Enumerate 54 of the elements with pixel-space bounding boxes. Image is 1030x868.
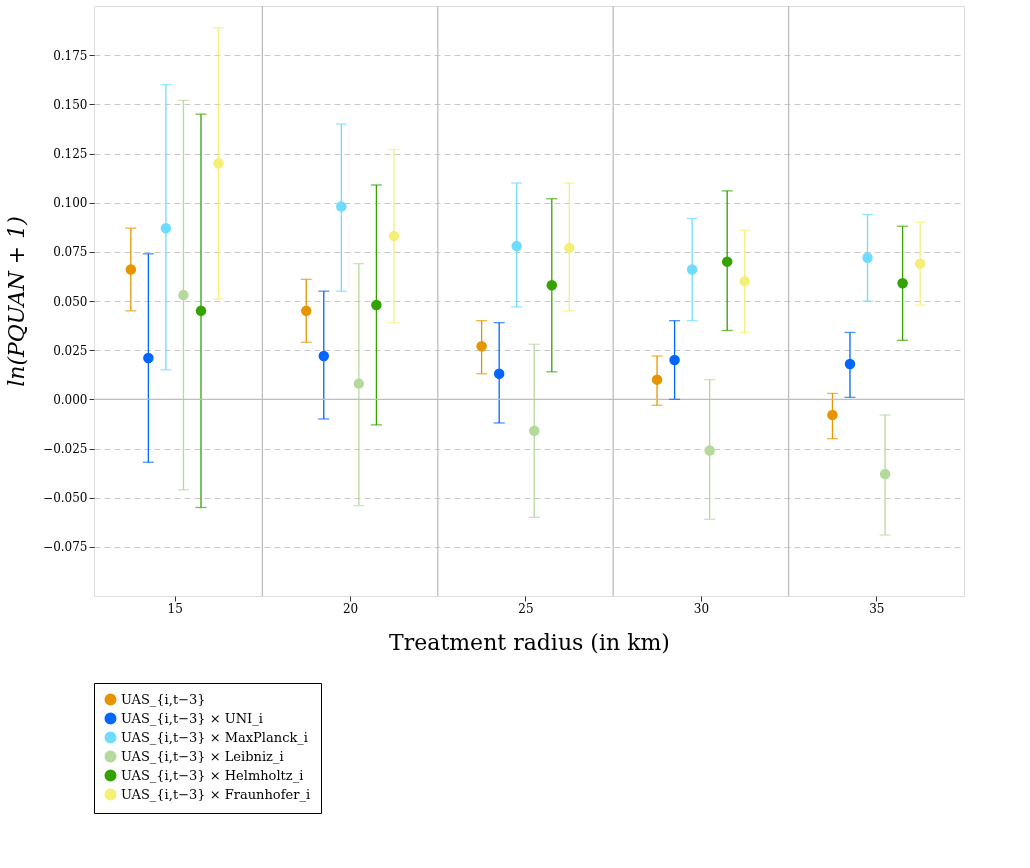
point [844, 358, 856, 370]
x-tick-label: 25 [518, 601, 534, 616]
point [318, 350, 330, 362]
point [739, 276, 750, 287]
point [336, 201, 347, 212]
x-tick-label: 35 [869, 601, 885, 616]
point [388, 230, 400, 242]
point [827, 409, 838, 421]
point [178, 289, 189, 301]
legend-label: UAS_{i,t−3} × MaxPlanck_i [121, 729, 308, 745]
y-tick-label: −0.025 [43, 442, 88, 456]
legend-label: UAS_{i,t−3} [121, 691, 206, 707]
point [493, 368, 505, 379]
x-tick-label: 15 [167, 601, 183, 616]
point [914, 258, 926, 269]
point [353, 378, 365, 389]
y-tick-label: 0.000 [53, 392, 88, 407]
y-tick-label: 0.100 [53, 196, 88, 211]
y-tick-label: 0.050 [53, 294, 88, 309]
point [564, 242, 575, 254]
point [669, 354, 680, 366]
point [686, 264, 698, 275]
y-tick-label: −0.075 [43, 540, 88, 555]
point [125, 264, 137, 275]
point [300, 305, 312, 317]
point [143, 352, 154, 364]
point [862, 252, 873, 263]
x-tick-label: 20 [342, 601, 359, 616]
y-tick-label: 0.175 [53, 48, 88, 63]
legend-label: UAS_{i,t−3} × UNI_i [121, 710, 263, 726]
point [704, 445, 715, 456]
point [371, 299, 382, 311]
point [651, 374, 663, 385]
point [511, 240, 522, 252]
point [897, 278, 908, 289]
y-tick-label: 0.150 [53, 97, 88, 112]
point [195, 305, 207, 317]
point [213, 158, 224, 169]
legend-label: UAS_{i,t−3} × Fraunhofer_i [121, 786, 311, 802]
x-tick-label: 30 [693, 601, 710, 616]
point [879, 468, 891, 480]
y-axis-title: ln(PQUAN + 1) [4, 216, 30, 387]
point [546, 280, 558, 291]
point [160, 223, 172, 234]
y-tick-label: 0.075 [53, 245, 88, 260]
point [476, 341, 487, 352]
y-tick-label: 0.025 [53, 343, 88, 358]
point [721, 256, 733, 267]
x-axis-title: Treatment radius (in km) [389, 629, 670, 655]
y-tick-label: −0.050 [43, 491, 88, 506]
point [529, 425, 540, 437]
legend-label: UAS_{i,t−3} × Helmholtz_i [121, 767, 304, 783]
legend-label: UAS_{i,t−3} × Leibniz_i [121, 748, 284, 764]
y-tick-label: 0.125 [53, 147, 88, 161]
